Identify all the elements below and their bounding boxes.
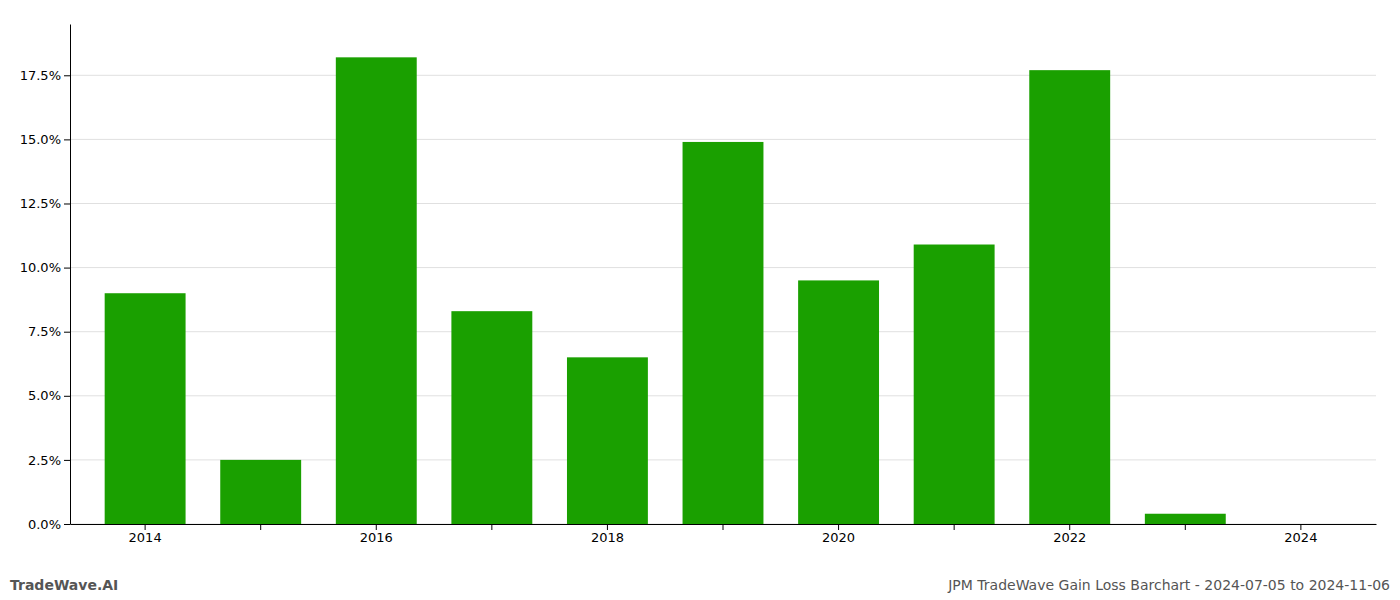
x-tick-mark xyxy=(260,524,261,530)
y-tick: 5.0% xyxy=(28,388,70,403)
x-tick-label: 2024 xyxy=(1284,530,1317,545)
x-tick-mark xyxy=(1185,524,1186,530)
bar xyxy=(1145,514,1226,524)
y-tick-label: 10.0% xyxy=(20,260,61,275)
x-tick: 2022 xyxy=(1053,524,1086,545)
annotation: TradeWave.AI xyxy=(10,577,118,593)
y-tick-mark xyxy=(64,396,70,397)
x-tick-mark xyxy=(954,524,955,530)
bar xyxy=(105,293,186,524)
x-tick-label: 2018 xyxy=(591,530,624,545)
x-tick-label: 2022 xyxy=(1053,530,1086,545)
grid-line xyxy=(70,139,1376,140)
x-tick-mark xyxy=(376,524,377,530)
x-tick-mark xyxy=(607,524,608,530)
bar xyxy=(683,142,764,524)
x-tick xyxy=(491,524,492,530)
y-tick-mark xyxy=(64,203,70,204)
y-axis: 0.0% 2.5% 5.0% 7.5% 10.0% 12.5% 15.0% 17.5% xyxy=(20,25,71,532)
x-tick-mark xyxy=(723,524,724,530)
y-tick-mark xyxy=(64,460,70,461)
chart-container: 2014 2016 2018 2020 2022 2024 0.0% 2.5% 5.0% 7.5%… xyxy=(0,0,1400,600)
x-axis: 2014 2016 2018 2020 2022 2024 xyxy=(71,524,1377,545)
y-tick-mark xyxy=(64,332,70,333)
chart-svg: 2014 2016 2018 2020 2022 2024 0.0% 2.5% 5.0% 7.5%… xyxy=(0,0,1400,600)
bar xyxy=(567,357,648,524)
x-tick: 2016 xyxy=(360,524,393,545)
y-tick: 15.0% xyxy=(20,132,70,147)
x-tick-mark xyxy=(838,524,839,530)
y-tick: 2.5% xyxy=(28,453,70,468)
bar xyxy=(220,460,301,524)
x-tick-label: 2014 xyxy=(129,530,162,545)
y-tick-label: 5.0% xyxy=(28,388,61,403)
x-tick-mark xyxy=(1300,524,1301,530)
plot-area xyxy=(105,57,1226,524)
x-tick: 2014 xyxy=(129,524,162,545)
y-tick-label: 15.0% xyxy=(20,132,61,147)
x-tick xyxy=(1185,524,1186,530)
x-tick-label: 2016 xyxy=(360,530,393,545)
y-tick-label: 2.5% xyxy=(28,453,61,468)
y-tick: 10.0% xyxy=(20,260,70,275)
bar xyxy=(451,311,532,524)
bar xyxy=(1029,70,1110,524)
y-tick-mark xyxy=(64,75,70,76)
y-tick: 12.5% xyxy=(20,196,70,211)
y-tick-mark xyxy=(64,268,70,269)
x-tick xyxy=(954,524,955,530)
x-tick: 2020 xyxy=(822,524,855,545)
bar xyxy=(798,280,879,524)
x-tick-mark xyxy=(491,524,492,530)
y-tick-label: 17.5% xyxy=(20,68,61,83)
x-tick xyxy=(723,524,724,530)
x-tick xyxy=(260,524,261,530)
x-tick: 2024 xyxy=(1284,524,1317,545)
annotations: TradeWave.AI JPM TradeWave Gain Loss Barc… xyxy=(10,577,1390,593)
y-tick: 7.5% xyxy=(28,324,70,339)
y-tick-mark xyxy=(64,139,70,140)
y-tick: 17.5% xyxy=(20,68,70,83)
bar xyxy=(336,57,417,524)
bar xyxy=(1260,524,1341,525)
y-tick: 0.0% xyxy=(28,517,70,532)
grid-line xyxy=(70,75,1376,76)
y-tick-label: 7.5% xyxy=(28,324,61,339)
y-tick-label: 12.5% xyxy=(20,196,61,211)
y-axis-line xyxy=(70,25,71,525)
x-tick-label: 2020 xyxy=(822,530,855,545)
grid xyxy=(70,75,1376,524)
annotation: JPM TradeWave Gain Loss Barchart - 2024-… xyxy=(947,577,1390,593)
y-tick-label: 0.0% xyxy=(28,517,61,532)
y-tick-mark xyxy=(64,524,70,525)
x-tick-mark xyxy=(145,524,146,530)
bar xyxy=(914,245,995,524)
x-tick: 2018 xyxy=(591,524,624,545)
x-tick-mark xyxy=(1069,524,1070,530)
